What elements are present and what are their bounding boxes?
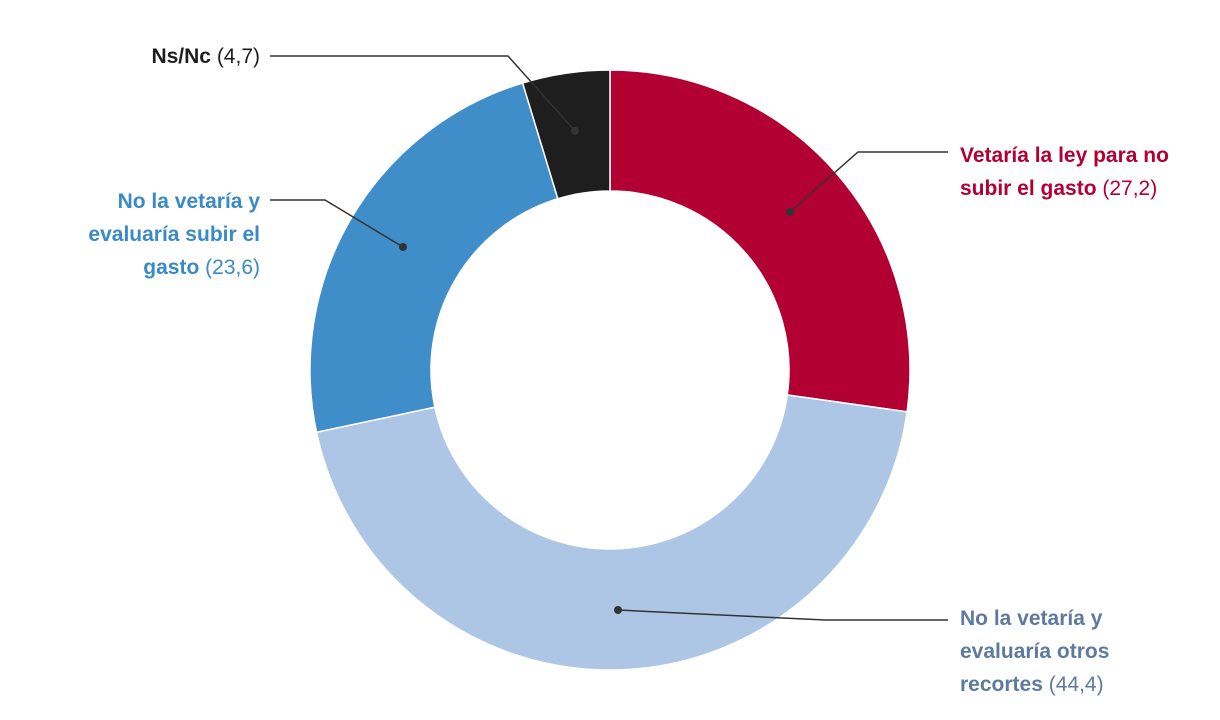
label-nsnc-value: (4,7) bbox=[216, 45, 260, 68]
label-veto: Vetaría la ley para no subir el gasto (2… bbox=[960, 139, 1190, 205]
slice-nsnc bbox=[521, 69, 611, 200]
label-otros-recortes-value: (44,4) bbox=[1048, 673, 1104, 696]
leader-otros-recortes-dot bbox=[614, 606, 622, 614]
slice-veto bbox=[609, 69, 911, 413]
label-subir-gasto-value: (23,6) bbox=[205, 256, 260, 279]
leader-subir-gasto-dot bbox=[399, 243, 407, 251]
leader-veto bbox=[789, 151, 948, 213]
label-nsnc-name: Ns/Nc bbox=[151, 45, 211, 68]
label-nsnc: Ns/Nc (4,7) bbox=[60, 40, 260, 73]
label-veto-value: (27,2) bbox=[1102, 177, 1158, 200]
leader-nsnc bbox=[270, 55, 576, 132]
leader-nsnc-dot bbox=[571, 127, 579, 135]
slice-subir-gasto bbox=[309, 82, 559, 434]
label-otros-recortes-name: No la vetaría y evaluaría otros recortes bbox=[960, 607, 1110, 696]
leader-subir-gasto bbox=[270, 199, 404, 248]
label-veto-name: Vetaría la ley para no subir el gasto bbox=[960, 144, 1169, 200]
leader-veto-dot bbox=[786, 208, 794, 216]
slice-otros-recortes bbox=[315, 394, 908, 671]
label-subir-gasto-name: No la vetaría y evaluaría subir el gasto bbox=[88, 190, 260, 279]
label-otros-recortes: No la vetaría y evaluaría otros recortes… bbox=[960, 602, 1150, 701]
leader-otros-recortes bbox=[617, 609, 948, 621]
label-subir-gasto: No la vetaría y evaluaría subir el gasto… bbox=[55, 185, 260, 284]
